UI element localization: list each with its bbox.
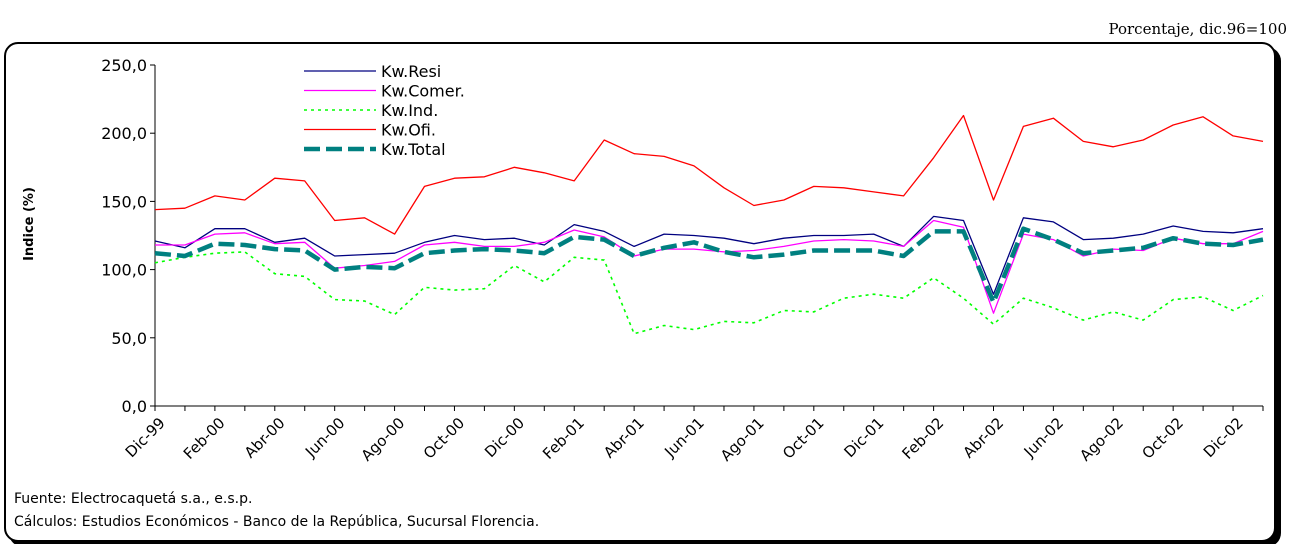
legend-label-kw-ofi: Kw.Ofi. <box>381 121 436 140</box>
x-tick-label: Ago-02 <box>1076 414 1127 465</box>
x-tick-label: Feb-01 <box>539 414 588 463</box>
x-tick-label: Jun-00 <box>301 414 348 461</box>
legend-label-kw-comer: Kw.Comer. <box>381 82 465 101</box>
unit-note: Porcentaje, dic.96=100 <box>1108 20 1287 38</box>
y-tick-label: 250,0 <box>101 56 147 75</box>
series-line-kw-ind <box>154 251 1264 335</box>
x-tick-label: Dic-00 <box>481 414 528 461</box>
series-line-kw-resi <box>154 215 1264 295</box>
x-tick-label: Jun-02 <box>1020 414 1067 461</box>
series-line-kw-ofi <box>154 114 1264 235</box>
y-tick-label: 150,0 <box>101 192 147 211</box>
chart-frame: 0,0 50,0 100,0 150,0 200,0 250,0 Dic-99 Feb-00 A… <box>4 42 1276 542</box>
x-tick-label: Feb-02 <box>899 414 948 463</box>
y-tick-label: 100,0 <box>101 261 147 280</box>
x-tick-label: Oct-00 <box>420 414 468 462</box>
source-note: Fuente: Electrocaquetá s.a., e.s.p. <box>14 491 253 507</box>
legend-label-kw-total: Kw.Total <box>381 140 446 159</box>
x-tick-label: Dic-02 <box>1200 414 1247 461</box>
x-tick-label: Oct-01 <box>779 414 827 462</box>
series-line-kw-comer <box>155 219 1264 314</box>
x-tick-label: Dic-01 <box>840 414 887 461</box>
calculation-note: Cálculos: Estudios Económicos - Banco de… <box>14 514 540 530</box>
series-line-kw-total <box>154 226 1264 305</box>
x-tick-label: Abr-02 <box>960 414 1008 462</box>
x-tick-label: Abr-00 <box>241 414 289 462</box>
legend-label-kw-resi: Kw.Resi <box>381 62 441 81</box>
x-tick-label: Dic-99 <box>122 414 169 461</box>
y-tick-label: 50,0 <box>111 329 147 348</box>
x-tick-label: Jun-01 <box>660 414 707 461</box>
x-tick-label: Ago-00 <box>358 414 409 465</box>
y-tick-label: 200,0 <box>101 124 147 143</box>
x-tick-label: Ago-01 <box>717 414 768 465</box>
x-tick-label: Abr-01 <box>600 414 648 462</box>
legend-label-kw-ind: Kw.Ind. <box>381 101 438 120</box>
series-layer <box>154 114 1264 335</box>
x-tick-label: Oct-02 <box>1139 414 1187 462</box>
x-tick-label: Feb-00 <box>180 414 229 463</box>
y-tick-label: 0,0 <box>122 397 147 416</box>
y-axis-label: Indice (%) <box>22 187 37 261</box>
